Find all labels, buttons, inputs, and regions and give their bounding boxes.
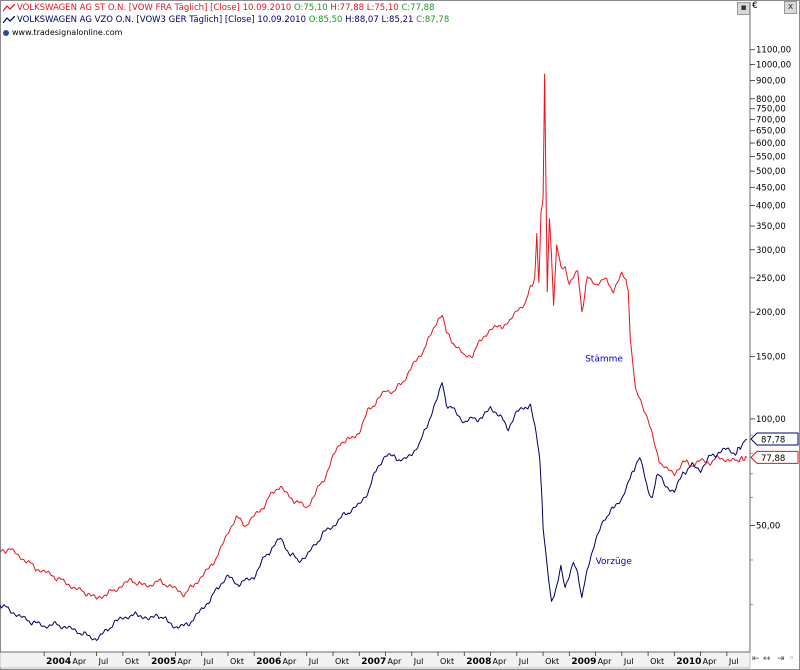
x-tick-label: 2008 — [466, 657, 491, 667]
y-tick-label: 550,00 — [756, 152, 786, 162]
legend-high: H:88,07 — [345, 15, 379, 25]
x-tick-label: 2004 — [46, 657, 71, 667]
x-tick-label: Okt — [125, 657, 139, 666]
y-tick-label: 250,00 — [756, 274, 786, 284]
close-button[interactable]: x — [784, 1, 797, 14]
y-tick-label: 350,00 — [756, 222, 786, 232]
last-value-badge: 77,88 — [750, 450, 799, 464]
legend-date: 10.09.2010 — [242, 3, 292, 13]
legend-open: O:85,50 — [308, 15, 343, 25]
x-tick-label: 2005 — [151, 657, 176, 667]
x-tick-label: Jul — [623, 657, 634, 666]
legend-low: L:75,10 — [366, 3, 399, 13]
x-tick-label: Apr — [282, 657, 297, 666]
legend-high: H:77,88 — [330, 3, 365, 13]
y-tick-label: 400,00 — [756, 201, 786, 211]
badge-shape — [750, 450, 799, 464]
x-tick-label: Apr — [72, 657, 87, 666]
legend-entry-vorzug[interactable]: VOLKSWAGEN AG VZO O.N. [VOW3 GER Täglich… — [2, 15, 450, 26]
y-tick-label: 1100,00 — [756, 46, 791, 56]
legend-date: 10.09.2010 — [257, 15, 306, 25]
x-axis: 2004 Apr Jul Okt 2005 Apr Jul Okt 2006 Apr Jul Okt 2… — [43, 652, 739, 667]
source-credit[interactable]: www.tradesignalonline.com — [3, 28, 122, 37]
x-tick-label: Jul — [413, 657, 424, 666]
x-tick-label: Okt — [440, 657, 454, 666]
series-line — [0, 73, 748, 600]
x-tick-label: Jul — [98, 657, 109, 666]
x-tick-label: Okt — [650, 657, 664, 666]
x-tick-label: Jul — [728, 657, 739, 666]
x-tick-label: Okt — [230, 657, 244, 666]
legend-low: L:85,21 — [381, 15, 414, 25]
y-tick-label: 50,00 — [756, 522, 780, 532]
minimize-button[interactable]: ▪ — [737, 2, 750, 15]
y-tick-label: 500,00 — [756, 167, 786, 177]
y-tick-label: 650,00 — [756, 127, 786, 137]
series-lines — [0, 73, 748, 641]
currency-label: € — [752, 1, 758, 11]
x-tick-label: 2006 — [256, 657, 281, 667]
x-tick-label: Jul — [308, 657, 319, 666]
x-tick-label: Okt — [335, 657, 349, 666]
y-tick-label: 750,00 — [756, 105, 786, 115]
legend-name: VOLKSWAGEN AG VZO O.N. [VOW3 GER Täglich… — [17, 15, 255, 25]
y-tick-label: 600,00 — [756, 139, 786, 149]
y-tick-label: 200,00 — [756, 308, 786, 318]
x-tick-label: Apr — [703, 657, 718, 666]
legend-entry-stamm[interactable]: VOLKSWAGEN AG ST O.N. [VOW FRA Täglich] … — [2, 3, 435, 14]
last-value-badge: 87,78 — [750, 432, 799, 446]
last-value-badges: 77,88 87,78 — [750, 432, 799, 464]
badge-shape — [750, 432, 799, 446]
legend-open: O:75,10 — [293, 3, 328, 13]
x-tick-label: Apr — [598, 657, 613, 666]
y-tick-label: 300,00 — [756, 246, 786, 256]
series-label: Vorzüge — [596, 557, 633, 567]
scroll-left-icon[interactable]: ⇤ — [752, 654, 760, 664]
scroll-handle-icon[interactable]: ◦ — [789, 654, 795, 664]
globe-icon — [3, 29, 9, 36]
source-url: www.tradesignalonline.com — [12, 28, 123, 37]
y-tick-label: 450,00 — [756, 183, 786, 193]
legend-name: VOLKSWAGEN AG ST O.N. [VOW FRA Täglich] … — [17, 3, 240, 13]
y-tick-label: 150,00 — [756, 352, 786, 362]
series-line-swatch-icon — [2, 15, 16, 24]
scroll-right-icon[interactable]: ⇥ — [777, 654, 785, 664]
y-tick-label: 700,00 — [756, 115, 786, 125]
badge-value: 77,88 — [761, 454, 785, 464]
y-tick-label: 900,00 — [756, 77, 786, 87]
y-tick-label: 800,00 — [756, 95, 786, 105]
y-tick-label: 1000,00 — [756, 60, 791, 70]
x-tick-label: Apr — [493, 657, 508, 666]
x-tick-label: Apr — [388, 657, 403, 666]
series-line-swatch-icon — [2, 3, 16, 12]
x-tick-label: Apr — [177, 657, 192, 666]
legend-close: C:77,88 — [401, 3, 435, 13]
x-tick-label: Jul — [518, 657, 529, 666]
x-tick-label: Okt — [545, 657, 559, 666]
x-tick-label: 2007 — [361, 657, 386, 667]
x-tick-label: 2009 — [571, 657, 596, 667]
series-label: Stämme — [585, 355, 623, 365]
x-tick-label: 2010 — [676, 657, 701, 667]
y-tick-label: 100,00 — [756, 415, 786, 425]
scroll-arrows-icon[interactable]: ↔ — [763, 654, 771, 664]
series-line — [0, 382, 748, 641]
legend-close: C:87,78 — [416, 15, 450, 25]
x-tick-label: Jul — [203, 657, 214, 666]
badge-value: 87,78 — [761, 435, 785, 445]
series-annotations: Stämme Vorzüge — [585, 355, 632, 567]
